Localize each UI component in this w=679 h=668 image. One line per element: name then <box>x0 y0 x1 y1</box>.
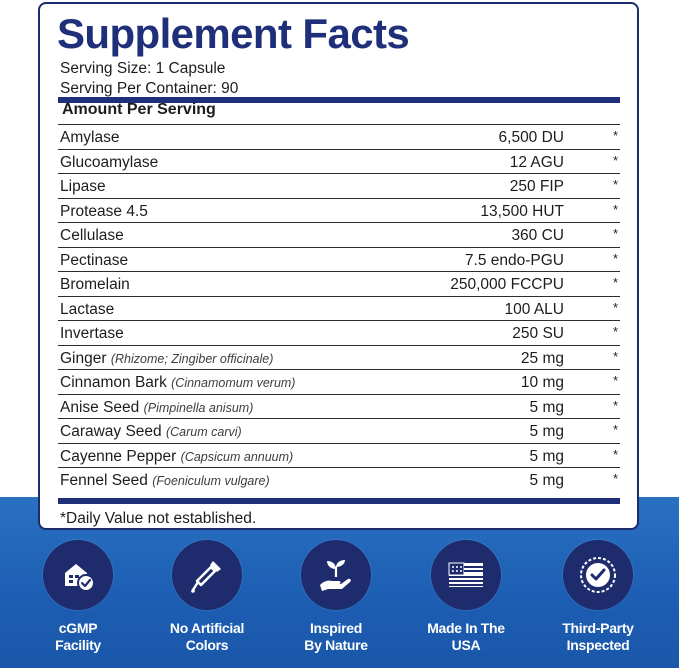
thick-divider-top <box>58 97 620 103</box>
badge-label: Made In The USA <box>427 620 505 653</box>
daily-value-mark: * <box>612 373 618 388</box>
serving-size: Serving Size: 1 Capsule <box>60 60 226 77</box>
ingredient-name: Fennel Seed (Foeniculum vulgare) <box>60 472 270 489</box>
daily-value-mark: * <box>612 250 618 266</box>
ingredient-amount: 13,500 HUT <box>480 202 564 220</box>
usa-flag-icon <box>431 540 501 610</box>
ingredient-row: Lactase 100 ALU * <box>58 295 620 321</box>
ingredient-amount: 360 CU <box>511 227 564 244</box>
ingredient-amount: 5 mg <box>529 447 564 465</box>
daily-value-mark: * <box>612 177 618 192</box>
ingredient-table: Amylase 6,500 DU * Glucoamylase 12 AGU *… <box>58 124 620 492</box>
ingredient-name: Cinnamon Bark (Cinnamomum verum) <box>60 374 296 391</box>
ingredient-name: Protease 4.5 <box>60 202 148 220</box>
cgmp-facility-icon <box>43 540 113 610</box>
amount-per-serving-header: Amount Per Serving <box>62 101 216 118</box>
ingredient-amount: 12 AGU <box>509 153 564 171</box>
daily-value-mark: * <box>612 128 618 143</box>
hand-plant-icon <box>301 540 371 610</box>
ingredient-amount: 5 mg <box>529 423 564 440</box>
ingredient-row: Cayenne Pepper (Capsicum annuum) 5 mg * <box>58 442 620 468</box>
scientific-name: (Rhizome; Zingiber officinale) <box>110 351 274 366</box>
ingredient-row: Ginger (Rhizome; Zingiber officinale) 25… <box>58 344 620 370</box>
ingredient-amount: 250,000 FCCPU <box>450 276 564 293</box>
ingredient-row: Fennel Seed (Foeniculum vulgare) 5 mg * <box>58 467 620 492</box>
badge-third-party-inspected: Third-Party Inspected <box>533 540 663 654</box>
ingredient-name: Lipase <box>60 178 106 195</box>
ingredient-name: Cellulase <box>60 227 124 244</box>
ingredient-row: Lipase 250 FIP * <box>58 173 620 198</box>
ingredient-name: Invertase <box>60 325 124 342</box>
ingredient-amount: 5 mg <box>529 398 564 416</box>
ingredient-row: Pectinase 7.5 endo-PGU * <box>58 246 620 272</box>
ingredient-row: Cinnamon Bark (Cinnamomum verum) 10 mg * <box>58 369 620 394</box>
daily-value-mark: * <box>612 348 618 364</box>
scientific-name: (Foeniculum vulgare) <box>152 474 270 488</box>
scientific-name: (Pimpinella anisum) <box>143 400 254 415</box>
ingredient-row: Amylase 6,500 DU * <box>58 124 620 149</box>
ingredient-amount: 100 ALU <box>504 300 564 318</box>
daily-value-mark: * <box>612 201 618 217</box>
inspected-seal-icon <box>563 540 633 610</box>
daily-value-mark: * <box>612 397 618 413</box>
ingredient-name: Caraway Seed (Carum carvi) <box>60 423 242 440</box>
ingredient-row: Glucoamylase 12 AGU * <box>58 148 620 174</box>
daily-value-mark: * <box>612 446 618 462</box>
badge-label: cGMP Facility <box>55 620 101 653</box>
ingredient-row: Cellulase 360 CU * <box>58 222 620 247</box>
dropper-icon <box>172 540 242 610</box>
facts-title: Supplement Facts <box>57 10 410 57</box>
thick-divider-bottom <box>58 498 620 504</box>
ingredient-name: Amylase <box>60 129 120 146</box>
daily-value-mark: * <box>612 152 618 168</box>
ingredient-row: Bromelain 250,000 FCCPU * <box>58 271 620 296</box>
ingredient-row: Protease 4.5 13,500 HUT * <box>58 197 620 223</box>
ingredient-name: Anise Seed (Pimpinella anisum) <box>60 398 254 416</box>
ingredient-name: Pectinase <box>60 251 129 269</box>
daily-value-footnote: *Daily Value not established. <box>60 510 257 527</box>
daily-value-mark: * <box>612 299 618 315</box>
daily-value-mark: * <box>612 226 618 241</box>
badge-cgmp-facility: cGMP Facility <box>13 540 143 654</box>
badge-label: No Artificial Colors <box>169 620 245 653</box>
daily-value-mark: * <box>612 324 618 339</box>
ingredient-name: Cayenne Pepper (Capsicum annuum) <box>60 447 294 465</box>
badge-label: Inspired By Nature <box>304 620 368 653</box>
ingredient-amount: 7.5 endo-PGU <box>464 251 564 269</box>
ingredient-name: Lactase <box>60 300 115 318</box>
ingredient-amount: 25 mg <box>520 349 564 367</box>
ingredient-row: Caraway Seed (Carum carvi) 5 mg * <box>58 418 620 443</box>
ingredient-amount: 5 mg <box>529 472 564 489</box>
scientific-name: (Carum carvi) <box>165 425 242 439</box>
supplement-facts-panel: Supplement Facts Serving Size: 1 Capsule… <box>38 2 639 530</box>
daily-value-mark: * <box>612 275 618 290</box>
ingredient-row: Invertase 250 SU * <box>58 320 620 345</box>
badge-inspired-by-nature: Inspired By Nature <box>271 540 401 654</box>
ingredient-amount: 6,500 DU <box>498 129 564 146</box>
daily-value-mark: * <box>612 471 618 486</box>
ingredient-name: Bromelain <box>60 276 130 293</box>
scientific-name: (Cinnamomum verum) <box>171 376 296 390</box>
ingredient-name: Ginger (Rhizome; Zingiber officinale) <box>60 349 274 367</box>
badge-made-in-usa: Made In The USA <box>401 540 531 654</box>
feature-badges: cGMP Facility No Artificial Colors <box>0 540 679 668</box>
ingredient-amount: 250 SU <box>512 325 564 342</box>
servings-per-container: Serving Per Container: 90 <box>60 80 239 97</box>
ingredient-name: Glucoamylase <box>60 153 159 171</box>
badge-label: Third-Party Inspected <box>562 620 634 653</box>
daily-value-mark: * <box>612 422 618 437</box>
scientific-name: (Capsicum annuum) <box>180 449 294 464</box>
ingredient-row: Anise Seed (Pimpinella anisum) 5 mg * <box>58 393 620 419</box>
ingredient-amount: 250 FIP <box>509 178 564 195</box>
badge-no-artificial-colors: No Artificial Colors <box>142 540 272 654</box>
ingredient-amount: 10 mg <box>520 374 564 391</box>
